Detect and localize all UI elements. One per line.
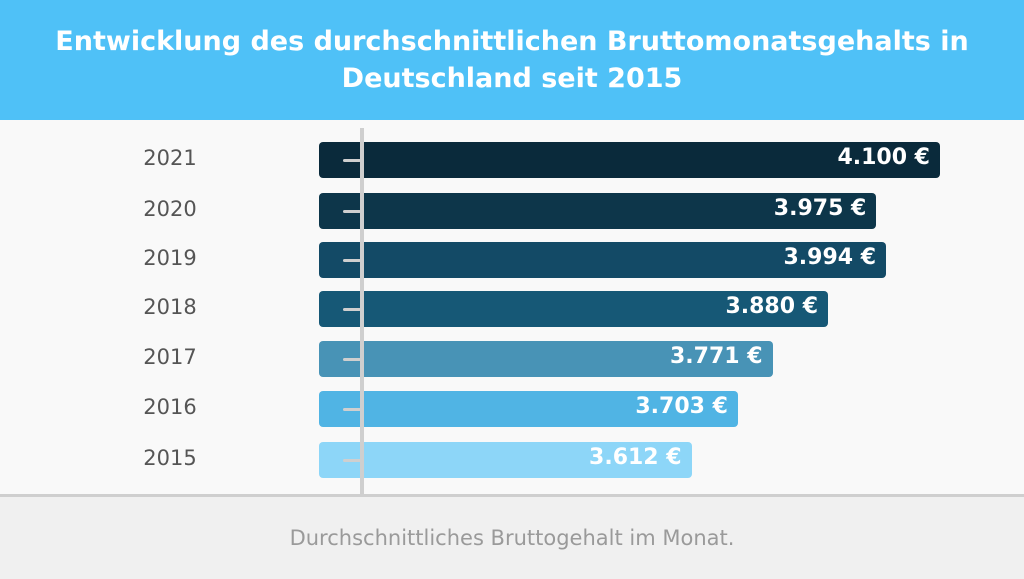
year-label: 2020 xyxy=(143,197,197,221)
bar-2019 xyxy=(319,242,887,278)
year-label: 2015 xyxy=(143,446,197,470)
tick-mark xyxy=(343,159,361,162)
value-label: 3.612 € xyxy=(589,445,682,470)
value-label: 3.771 € xyxy=(669,344,763,369)
chart-header: Entwicklung des durchschnittlichen Brutt… xyxy=(0,0,1024,120)
bar-2020 xyxy=(319,193,877,229)
tick-mark xyxy=(343,459,361,462)
chart-caption: Durchschnittliches Bruttogehalt im Monat… xyxy=(289,526,735,550)
year-label: 2016 xyxy=(143,395,197,419)
tick-mark xyxy=(343,210,361,213)
bar-chart: 2021 4.100 € 2020 3.975 € 2019 3.994 € 2018 3.8… xyxy=(0,120,1024,494)
chart-title: Entwicklung des durchschnittlichen Brutt… xyxy=(55,26,969,94)
value-label: 3.994 € xyxy=(783,245,877,270)
year-label: 2021 xyxy=(143,146,197,170)
bar-2021 xyxy=(319,142,940,178)
tick-mark xyxy=(343,308,361,311)
value-label: 4.100 € xyxy=(837,145,930,170)
chart-footer: Durchschnittliches Bruttogehalt im Monat… xyxy=(0,494,1024,579)
year-label: 2018 xyxy=(143,295,197,319)
bar-2016 xyxy=(319,391,738,427)
bar-2015 xyxy=(319,442,692,478)
bar-2017 xyxy=(319,341,773,377)
value-label: 3.975 € xyxy=(773,196,867,221)
value-label: 3.880 € xyxy=(725,294,819,319)
year-label: 2019 xyxy=(143,246,197,270)
value-label: 3.703 € xyxy=(635,394,728,419)
tick-mark xyxy=(343,259,361,262)
bar-2018 xyxy=(319,291,829,327)
year-label: 2017 xyxy=(143,345,197,369)
tick-mark xyxy=(343,408,361,411)
y-axis-line xyxy=(360,128,364,494)
tick-mark xyxy=(343,358,361,361)
